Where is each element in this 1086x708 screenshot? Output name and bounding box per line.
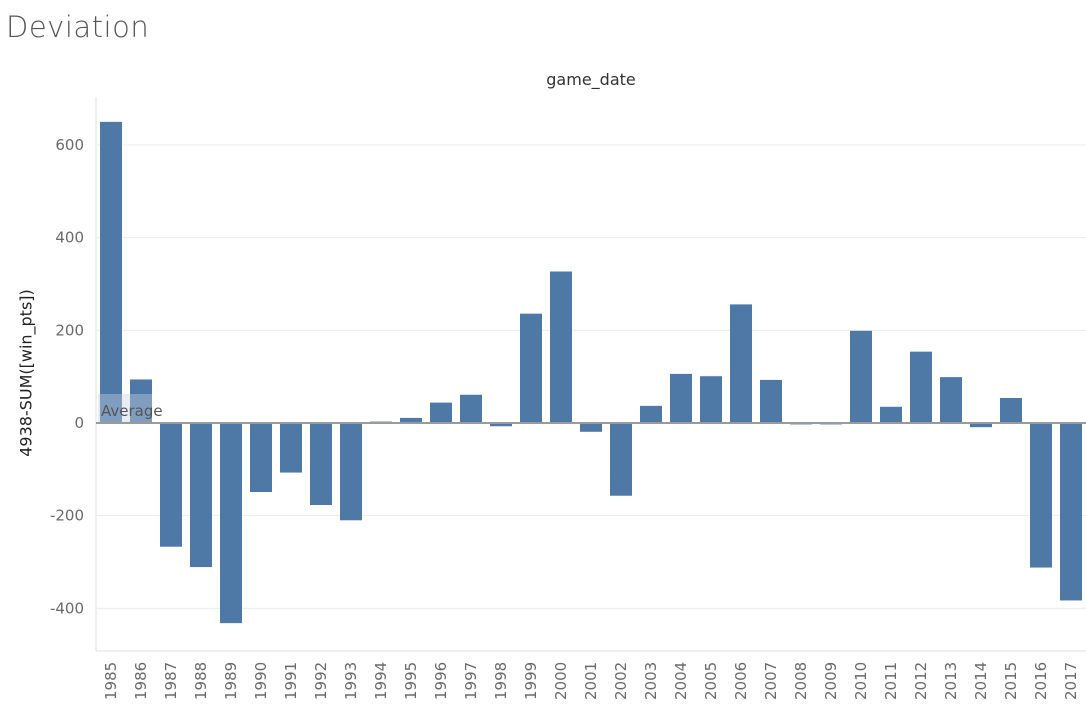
y-tick-label: 600 [55,136,84,154]
y-tick-label: 200 [55,321,84,339]
x-tick-label: 2005 [702,662,720,700]
x-tick-label: 1993 [342,662,360,700]
x-tick-label: 1986 [132,662,150,700]
bar [1060,423,1082,601]
x-tick-label: 2004 [672,662,690,700]
reference-line-group: Average [96,402,1086,424]
x-tick-label: 2011 [882,662,900,700]
x-tick-label: 1995 [402,662,420,700]
x-tick-label: 1998 [492,662,510,700]
x-tick-label: 2013 [942,662,960,700]
x-tick-label: 2009 [822,662,840,700]
bar [940,377,962,423]
x-tick-label: 1996 [432,662,450,700]
bar [400,417,422,423]
bar [880,406,902,423]
y-tick-label: 0 [74,414,84,432]
bar [160,423,182,547]
bar [490,423,512,427]
bar [640,405,662,423]
reference-line-label: Average [101,402,163,420]
bar [460,394,482,423]
bar [100,121,122,423]
bar [760,379,782,423]
x-tick-label: 2014 [972,662,990,700]
reference-band-overlay [98,394,152,423]
bar [730,304,752,423]
bar [130,379,152,423]
bar [220,423,242,624]
y-tick-label: 400 [55,229,84,247]
bar [970,423,992,428]
x-tick-label: 2006 [732,662,750,700]
bar [190,423,212,568]
y-axis-ticks: -400 -200 0 200 400 600 [50,136,84,617]
x-tick-label: 2003 [642,662,660,700]
x-axis-ticks: 1985 1986 1987 1988 1989 1990 1991 1992 1993 1994… [96,650,1086,700]
x-tick-label: 2010 [852,662,870,700]
x-tick-label: 1985 [102,662,120,700]
x-tick-label: 1988 [192,662,210,700]
column-header: game_date [546,70,636,89]
bar [610,423,632,496]
bar [310,423,332,506]
bar [1030,423,1052,568]
x-tick-label: 1991 [282,662,300,700]
x-tick-label: 1987 [162,662,180,700]
x-tick-label: 2016 [1032,662,1050,700]
x-tick-label: 2015 [1002,662,1020,700]
grid-lines [95,97,1086,651]
bar [520,313,542,423]
bar [250,423,272,493]
page-title: Deviation [6,10,150,44]
bar [550,271,572,423]
x-tick-label: 2001 [582,662,600,700]
bar [1000,397,1022,423]
x-tick-label: 1999 [522,662,540,700]
x-tick-label: 1990 [252,662,270,700]
bar [280,423,302,473]
bar [700,376,722,423]
y-tick-label: -200 [50,507,84,525]
bar [580,423,602,432]
x-tick-label: 2000 [552,662,570,700]
bar [340,423,362,521]
bars [98,121,1082,624]
x-tick-label: 2012 [912,662,930,700]
x-tick-label: 2002 [612,662,630,700]
x-tick-label: 1989 [222,662,240,700]
x-tick-label: 1997 [462,662,480,700]
bar [910,351,932,423]
x-tick-label: 2008 [792,662,810,700]
y-tick-label: -400 [50,599,84,617]
bar [850,330,872,423]
x-tick-label: 2007 [762,662,780,700]
x-tick-label: 1994 [372,662,390,700]
bar [670,373,692,423]
x-tick-label: 2017 [1062,662,1080,700]
bar [430,402,452,423]
x-tick-label: 1992 [312,662,330,700]
